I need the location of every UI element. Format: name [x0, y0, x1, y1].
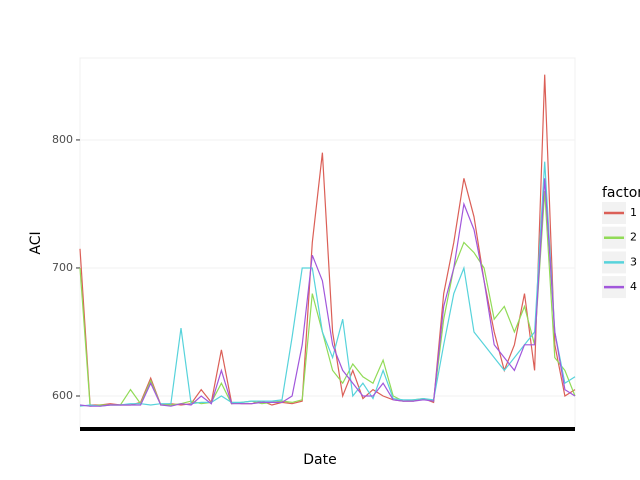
legend-label: 1: [630, 206, 637, 219]
legend-label: 2: [630, 231, 637, 244]
legend-title: factor: [602, 185, 640, 201]
y-tick-label: 700: [52, 261, 73, 274]
series-line: [79, 161, 576, 407]
legend-label: 4: [630, 280, 637, 293]
y-axis-title: ACI: [28, 231, 44, 254]
x-axis-ticks: [80, 427, 575, 431]
series-line: [79, 178, 576, 407]
legend-label: 3: [630, 255, 637, 268]
y-tick-label: 800: [52, 133, 73, 146]
x-axis-title: Date: [303, 452, 336, 468]
y-tick-label: 600: [52, 389, 73, 402]
